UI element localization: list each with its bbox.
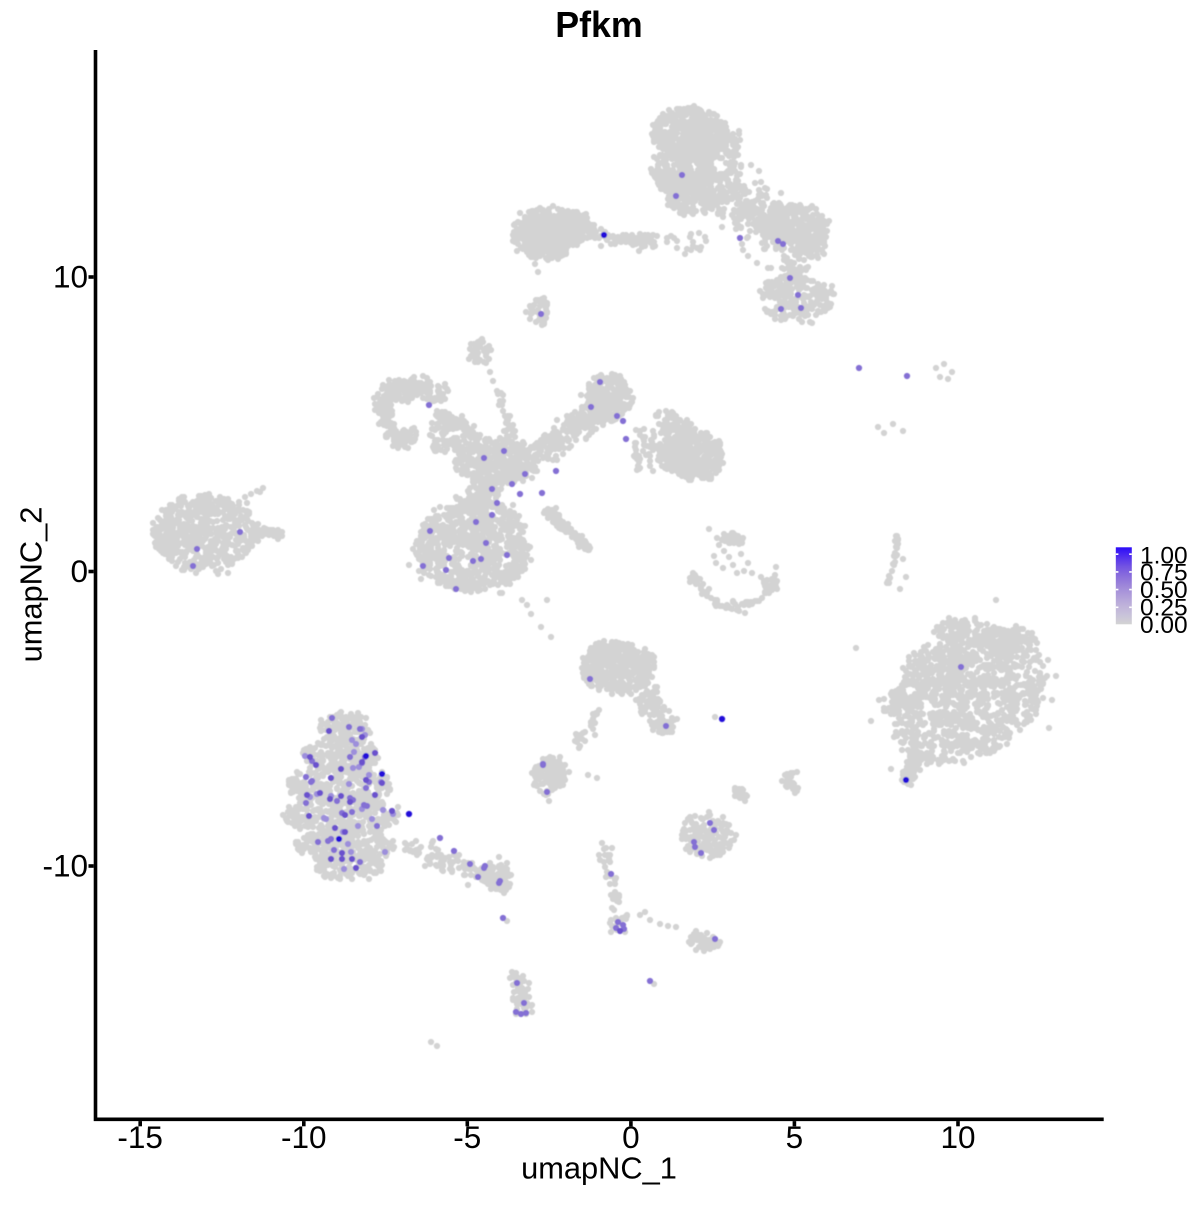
svg-text:0.25: 0.25	[1140, 595, 1188, 622]
svg-text:10: 10	[940, 1119, 975, 1155]
svg-text:Pfkm: Pfkm	[555, 5, 643, 45]
svg-text:-10: -10	[281, 1119, 327, 1155]
svg-text:10: 10	[53, 259, 88, 295]
svg-text:0: 0	[70, 553, 88, 589]
svg-text:-5: -5	[453, 1119, 481, 1155]
svg-text:1.00: 1.00	[1140, 542, 1188, 569]
svg-text:0.75: 0.75	[1140, 560, 1188, 587]
svg-text:umapNC_2: umapNC_2	[14, 507, 49, 663]
svg-text:0: 0	[622, 1119, 640, 1155]
svg-text:-15: -15	[117, 1119, 163, 1155]
svg-text:0.00: 0.00	[1140, 612, 1188, 639]
svg-text:0.50: 0.50	[1140, 577, 1188, 604]
svg-text:5: 5	[786, 1119, 804, 1155]
svg-text:umapNC_1: umapNC_1	[521, 1151, 677, 1186]
svg-text:-10: -10	[42, 848, 88, 884]
